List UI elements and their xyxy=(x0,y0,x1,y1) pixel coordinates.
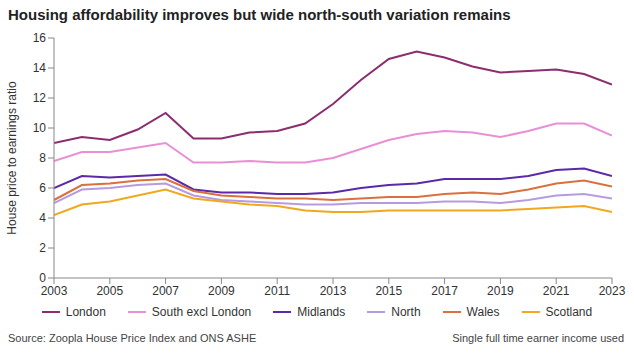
svg-text:2019: 2019 xyxy=(487,284,514,298)
svg-text:2023: 2023 xyxy=(599,284,626,298)
svg-text:0: 0 xyxy=(39,271,46,285)
svg-text:2009: 2009 xyxy=(208,284,235,298)
html-text:Scotland: Scotland xyxy=(545,305,593,319)
svg-text:2007: 2007 xyxy=(152,284,179,298)
svg-text:2: 2 xyxy=(39,241,46,255)
svg-text:2017: 2017 xyxy=(431,284,458,298)
html-text:London: London xyxy=(65,305,106,319)
html-text:Wales: Wales xyxy=(466,305,500,319)
html-text:Source: Zoopla House Price Ind: Source: Zoopla House Price Index and ONS… xyxy=(8,332,257,344)
html-text:North: North xyxy=(391,305,421,319)
html-text:Single full time earner income: Single full time earner income used xyxy=(452,332,624,344)
svg-text:2003: 2003 xyxy=(41,284,68,298)
svg-text:2021: 2021 xyxy=(543,284,570,298)
svg-text:2011: 2011 xyxy=(264,284,290,298)
svg-text:4: 4 xyxy=(39,211,46,225)
svg-text:6: 6 xyxy=(39,181,46,195)
svg-text:2013: 2013 xyxy=(320,284,347,298)
svg-text:2015: 2015 xyxy=(375,284,402,298)
svg-text:8: 8 xyxy=(39,151,46,165)
svg-text:2005: 2005 xyxy=(96,284,123,298)
svg-text:16: 16 xyxy=(33,31,47,45)
svg-text:12: 12 xyxy=(33,91,47,105)
svg-text:10: 10 xyxy=(33,121,47,135)
html-text:South excl London: South excl London xyxy=(151,305,252,319)
html-text:Midlands: Midlands xyxy=(297,305,346,319)
svg-text:House price to earnings ratio: House price to earnings ratio xyxy=(8,81,19,235)
html-text:Housing affordability improves: Housing affordability improves but wide … xyxy=(8,6,511,23)
svg-text:14: 14 xyxy=(33,61,47,75)
